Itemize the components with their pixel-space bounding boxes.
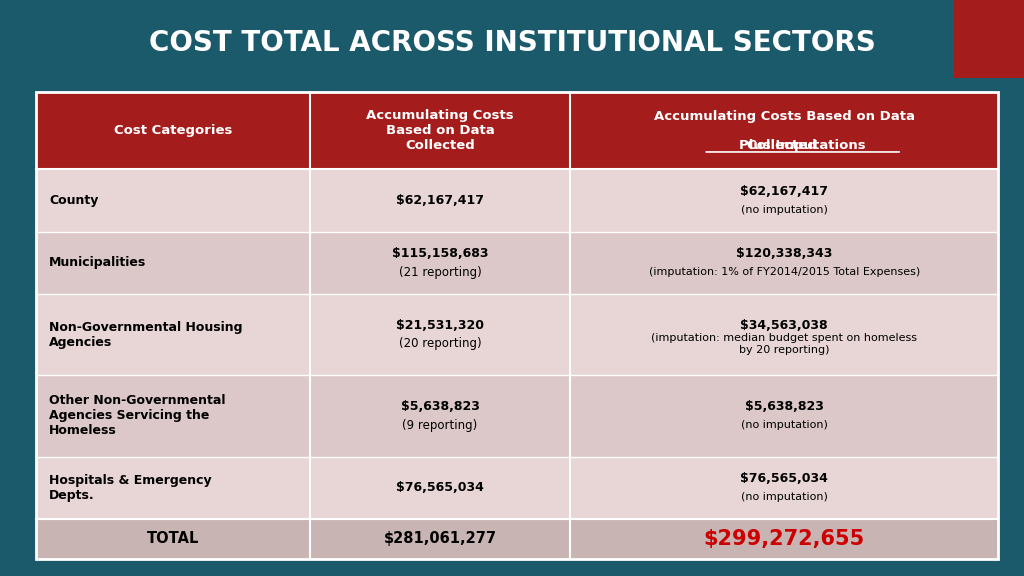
Text: $21,531,320: $21,531,320 bbox=[396, 319, 484, 332]
Text: (imputation: 1% of FY2014/2015 Total Expenses): (imputation: 1% of FY2014/2015 Total Exp… bbox=[648, 267, 920, 277]
Text: $115,158,683: $115,158,683 bbox=[392, 247, 488, 260]
Text: (20 reporting): (20 reporting) bbox=[398, 338, 481, 350]
Text: (no imputation): (no imputation) bbox=[740, 204, 827, 215]
Text: $34,563,038: $34,563,038 bbox=[740, 319, 828, 332]
Text: $120,338,343: $120,338,343 bbox=[736, 247, 833, 260]
Text: Plus Imputations: Plus Imputations bbox=[739, 139, 866, 151]
Text: $76,565,034: $76,565,034 bbox=[740, 472, 828, 485]
Bar bbox=[36, 92, 998, 559]
Bar bbox=[36, 169, 998, 232]
Bar bbox=[36, 92, 998, 559]
Text: $299,272,655: $299,272,655 bbox=[703, 529, 865, 549]
Text: $5,638,823: $5,638,823 bbox=[400, 400, 479, 413]
Text: Non-Governmental Housing
Agencies: Non-Governmental Housing Agencies bbox=[49, 321, 243, 348]
Bar bbox=[36, 294, 998, 376]
Bar bbox=[954, 0, 1024, 78]
Text: Accumulating Costs Based on Data: Accumulating Costs Based on Data bbox=[653, 110, 914, 123]
Text: Collected: Collected bbox=[748, 139, 821, 151]
Bar bbox=[36, 457, 998, 519]
Text: Hospitals & Emergency
Depts.: Hospitals & Emergency Depts. bbox=[49, 474, 212, 502]
Text: Accumulating Costs
Based on Data
Collected: Accumulating Costs Based on Data Collect… bbox=[367, 109, 514, 152]
Bar bbox=[36, 519, 998, 559]
Text: $62,167,417: $62,167,417 bbox=[396, 194, 484, 207]
Bar bbox=[36, 376, 998, 457]
Text: (imputation: median budget spent on homeless
by 20 reporting): (imputation: median budget spent on home… bbox=[651, 333, 918, 355]
Text: $281,061,277: $281,061,277 bbox=[384, 532, 497, 547]
Text: COST TOTAL ACROSS INSTITUTIONAL SECTORS: COST TOTAL ACROSS INSTITUTIONAL SECTORS bbox=[148, 29, 876, 57]
Text: (21 reporting): (21 reporting) bbox=[398, 266, 481, 279]
Text: TOTAL: TOTAL bbox=[146, 532, 200, 547]
Text: $62,167,417: $62,167,417 bbox=[740, 185, 828, 198]
Text: Other Non-Governmental
Agencies Servicing the
Homeless: Other Non-Governmental Agencies Servicin… bbox=[49, 395, 225, 437]
Text: (no imputation): (no imputation) bbox=[740, 492, 827, 502]
Bar bbox=[36, 232, 998, 294]
Text: County: County bbox=[49, 194, 98, 207]
Text: Municipalities: Municipalities bbox=[49, 256, 146, 270]
Text: Cost Categories: Cost Categories bbox=[114, 124, 232, 137]
Text: $76,565,034: $76,565,034 bbox=[396, 482, 484, 494]
Text: (no imputation): (no imputation) bbox=[740, 420, 827, 430]
Text: (9 reporting): (9 reporting) bbox=[402, 419, 478, 431]
Text: $5,638,823: $5,638,823 bbox=[744, 400, 823, 413]
Bar bbox=[36, 92, 998, 169]
